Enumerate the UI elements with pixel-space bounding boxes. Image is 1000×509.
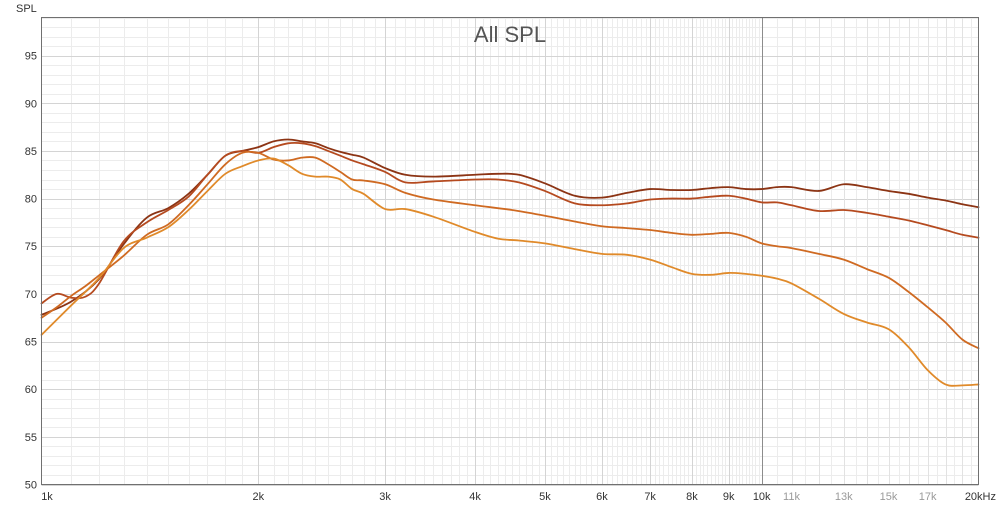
y-tick-label: 90 (25, 98, 37, 110)
x-tick-label: 3k (379, 491, 391, 503)
x-tick-label: 17k (919, 491, 937, 503)
x-tick-label: 10k (753, 491, 771, 503)
y-tick-label: 75 (25, 241, 37, 253)
x-tick-label: 6k (596, 491, 608, 503)
series-line-2 (40, 141, 980, 305)
minor-grid (41, 17, 979, 485)
y-tick-label: 65 (25, 337, 37, 349)
x-tick-label: 2k (252, 491, 264, 503)
y-tick-label: 55 (25, 432, 37, 444)
x-tick-label: 15k (880, 491, 898, 503)
chart-title: All SPL (474, 22, 546, 47)
y-tick-label: 95 (25, 51, 37, 63)
y-axis-label: SPL (16, 3, 37, 15)
y-tick-label: 50 (25, 480, 37, 492)
y-tick-label: 70 (25, 289, 37, 301)
x-tick-label: 7k (644, 491, 656, 503)
plot-frame (41, 17, 979, 485)
y-tick-label: 85 (25, 146, 37, 158)
x-tick-label: 4k (469, 491, 481, 503)
x-tick-label: 13k (835, 491, 853, 503)
major-grid (41, 17, 979, 486)
y-tick-label: 60 (25, 384, 37, 396)
series-layer (40, 138, 980, 387)
x-tick-label: 20kHz (965, 491, 996, 503)
series-line-4 (40, 157, 980, 387)
x-tick-label: 11k (783, 491, 800, 503)
plot-area (41, 17, 979, 485)
x-tick-labels: 1k 2k 3k 4k 5k 6k 7k 8k 9k 10k 11k 13k 15k 17k 20kHz (41, 491, 996, 503)
y-tick-labels: 50 55 60 65 70 75 80 85 90 95 (25, 51, 37, 492)
series-line-3 (40, 150, 980, 350)
x-tick-label: 9k (723, 491, 735, 503)
x-tick-label: 5k (539, 491, 551, 503)
x-tick-label: 1k (41, 491, 53, 503)
x-tick-label: 8k (686, 491, 698, 503)
y-tick-label: 80 (25, 194, 37, 206)
